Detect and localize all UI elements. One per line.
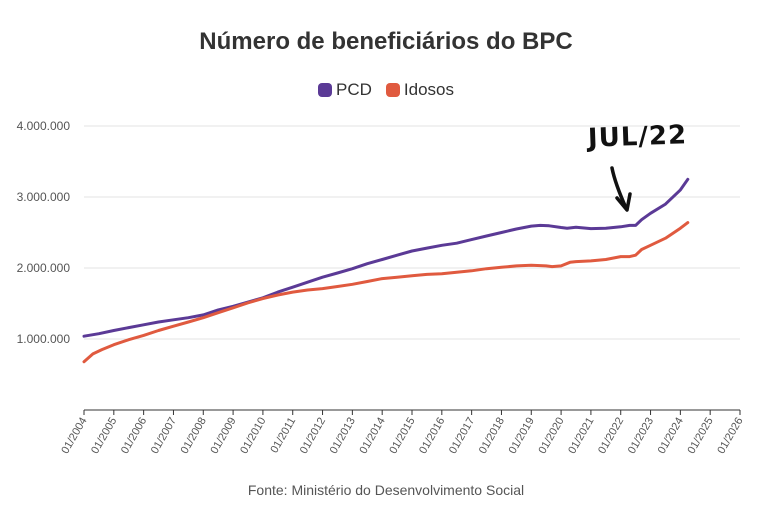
series-line-pcd: [82, 177, 690, 338]
legend-swatch-pcd: [318, 83, 332, 97]
x-tick-label: 01/2022: [596, 416, 626, 456]
y-tick-label: 2.000.000: [17, 261, 71, 275]
x-tick-label: 01/2020: [536, 416, 566, 456]
x-tick-label: 01/2015: [387, 416, 417, 456]
legend-label-pcd: PCD: [336, 80, 372, 99]
x-tick-label: 01/2021: [566, 416, 596, 456]
x-tick-label: 01/2024: [656, 416, 686, 456]
x-tick-label: 01/2008: [179, 416, 209, 456]
legend: PCD Idosos: [0, 80, 772, 100]
annotation-label: JUL/22: [587, 120, 688, 154]
x-tick-label: 01/2006: [119, 416, 149, 456]
y-tick-label: 3.000.000: [17, 190, 71, 204]
chart-title: Número de beneficiários do BPC: [199, 28, 573, 55]
y-tick-label: 1.000.000: [17, 332, 71, 346]
x-tick-label: 01/2010: [238, 416, 268, 456]
annotation-arrowhead: [615, 192, 632, 212]
x-tick-label: 01/2023: [626, 416, 656, 456]
x-tick-label: 01/2013: [328, 416, 358, 456]
x-tick-label: 01/2012: [298, 416, 328, 456]
x-tick-label: 01/2025: [686, 416, 716, 456]
x-tick-label: 01/2007: [149, 416, 179, 456]
y-tick-label: 4.000.000: [17, 119, 71, 133]
x-tick-label: 01/2009: [208, 416, 238, 456]
x-tick-label: 01/2026: [715, 416, 745, 456]
source-note: Fonte: Ministério do Desenvolvimento Soc…: [247, 482, 525, 498]
legend-item-idosos[interactable]: Idosos: [385, 80, 454, 100]
annotation-arrow: [610, 166, 628, 210]
x-tick-label: 01/2005: [89, 416, 119, 456]
legend-label-idosos: Idosos: [403, 80, 454, 99]
legend-item-pcd[interactable]: PCD: [318, 80, 372, 100]
x-tick-label: 01/2017: [447, 416, 477, 456]
x-tick-label: 01/2014: [358, 416, 388, 456]
x-tick-label: 01/2016: [417, 416, 447, 456]
x-tick-label: 01/2011: [268, 416, 298, 456]
x-tick-label: 01/2004: [59, 416, 89, 456]
series-line-idosos: [82, 221, 690, 364]
x-tick-label: 01/2018: [477, 416, 507, 456]
x-tick-label: 01/2019: [507, 416, 537, 456]
legend-swatch-idosos: [385, 83, 400, 97]
